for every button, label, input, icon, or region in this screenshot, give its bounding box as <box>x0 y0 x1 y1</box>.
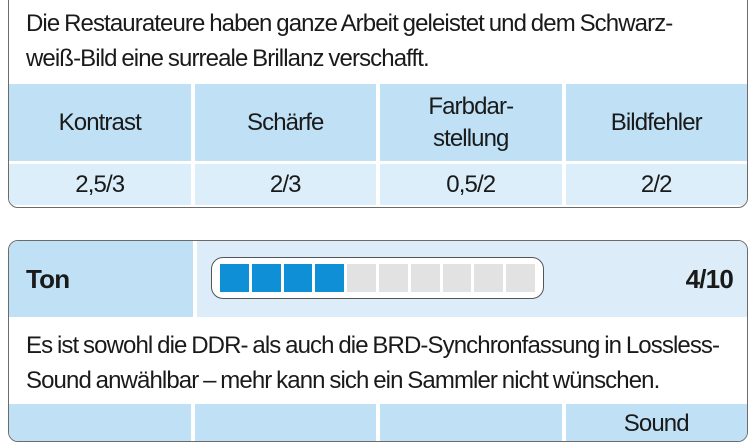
rating-segment-filled <box>283 264 313 292</box>
value-kontrast: 2,5/3 <box>9 164 191 205</box>
bild-description-line: Die Restaurateure haben ganze Arbeit gel… <box>26 10 673 37</box>
ton-criteria-header-row: Sound <box>9 404 747 441</box>
rating-segment-filled <box>315 264 345 292</box>
ton-header-sound: Sound <box>565 404 747 441</box>
rating-segment-empty <box>410 264 440 292</box>
ton-description-line: Es ist sowohl die DDR- als auch die BRD-… <box>26 332 720 359</box>
bild-description: Die Restaurateure haben ganze Arbeit gel… <box>26 6 737 76</box>
value-bildfehler: 2/2 <box>565 164 747 205</box>
header-bildfehler: Bildfehler <box>565 84 747 161</box>
value-schaerfe: 2/3 <box>194 164 376 205</box>
bild-rating-box: Die Restaurateure haben ganze Arbeit gel… <box>8 0 748 208</box>
rating-segment-empty <box>442 264 472 292</box>
ton-description: Es ist sowohl die DDR- als auch die BRD-… <box>26 328 737 398</box>
ton-rating-box: Ton 4/10 Es ist sowohl die DDR- als auch… <box>8 240 748 442</box>
ton-header-cell <box>194 404 376 441</box>
rating-segment-empty <box>347 264 376 292</box>
rating-segment-empty <box>378 264 408 292</box>
bild-criteria-header-row: Kontrast Schärfe Farbdar- stellung Bildf… <box>9 84 747 161</box>
ton-header-cell <box>380 404 562 441</box>
rating-segment-filled <box>251 264 281 292</box>
bild-criteria-value-row: 2,5/3 2/3 0,5/2 2/2 <box>9 164 747 205</box>
ton-header-cell <box>9 404 191 441</box>
rating-segment-empty <box>506 264 535 292</box>
ton-description-line: Sound anwählbar – mehr kann sich ein Sam… <box>26 367 660 394</box>
ton-label: Ton <box>9 241 193 317</box>
header-farbdarstellung: Farbdar- stellung <box>380 84 562 161</box>
bild-description-line: weiß-Bild eine surreale Brillanz verscha… <box>26 45 430 72</box>
ton-score: 4/10 <box>685 263 734 294</box>
header-kontrast: Kontrast <box>9 84 191 161</box>
rating-segment-empty <box>474 264 504 292</box>
value-farbdarstellung: 0,5/2 <box>380 164 562 205</box>
ton-rating-bar <box>211 257 544 299</box>
rating-segment-filled <box>220 264 249 292</box>
header-schaerfe: Schärfe <box>194 84 376 161</box>
